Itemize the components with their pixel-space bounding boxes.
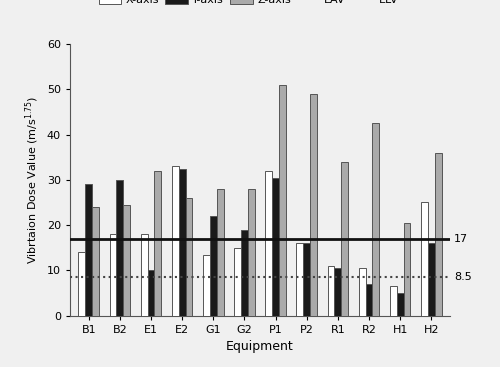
Y-axis label: Vibrtaion Dose Value (m/s$^{1.75}$): Vibrtaion Dose Value (m/s$^{1.75}$) (24, 96, 42, 264)
Bar (310, 94, 317, 316)
Bar (248, 189, 254, 316)
Bar (110, 234, 116, 316)
Bar (266, 171, 272, 316)
Bar (334, 268, 342, 316)
Bar (279, 85, 286, 316)
Bar (241, 230, 248, 316)
Bar (124, 205, 130, 316)
Bar (434, 153, 442, 316)
Bar (234, 248, 241, 316)
Bar (140, 234, 147, 316)
Bar (203, 255, 210, 316)
Bar (116, 180, 123, 316)
Text: 17: 17 (454, 234, 468, 244)
Bar (366, 284, 372, 316)
Bar (92, 207, 99, 316)
Legend: X-axis, Y-axis, Z-axis, EAV, ELV: X-axis, Y-axis, Z-axis, EAV, ELV (94, 0, 403, 9)
Bar (342, 162, 348, 316)
Bar (86, 184, 92, 316)
Bar (172, 166, 178, 316)
Bar (216, 189, 224, 316)
Bar (372, 123, 380, 316)
Bar (428, 243, 434, 316)
Bar (272, 178, 279, 316)
Bar (148, 270, 154, 316)
Bar (186, 198, 192, 316)
Bar (210, 216, 216, 316)
Bar (358, 268, 366, 316)
Bar (78, 252, 86, 316)
Bar (390, 286, 396, 316)
Bar (404, 223, 410, 316)
Bar (154, 171, 162, 316)
Bar (296, 243, 304, 316)
Bar (304, 243, 310, 316)
Bar (421, 203, 428, 316)
Bar (328, 266, 334, 316)
Text: 8.5: 8.5 (454, 272, 471, 282)
Bar (396, 293, 404, 316)
Bar (178, 168, 186, 316)
X-axis label: Equipment: Equipment (226, 340, 294, 353)
